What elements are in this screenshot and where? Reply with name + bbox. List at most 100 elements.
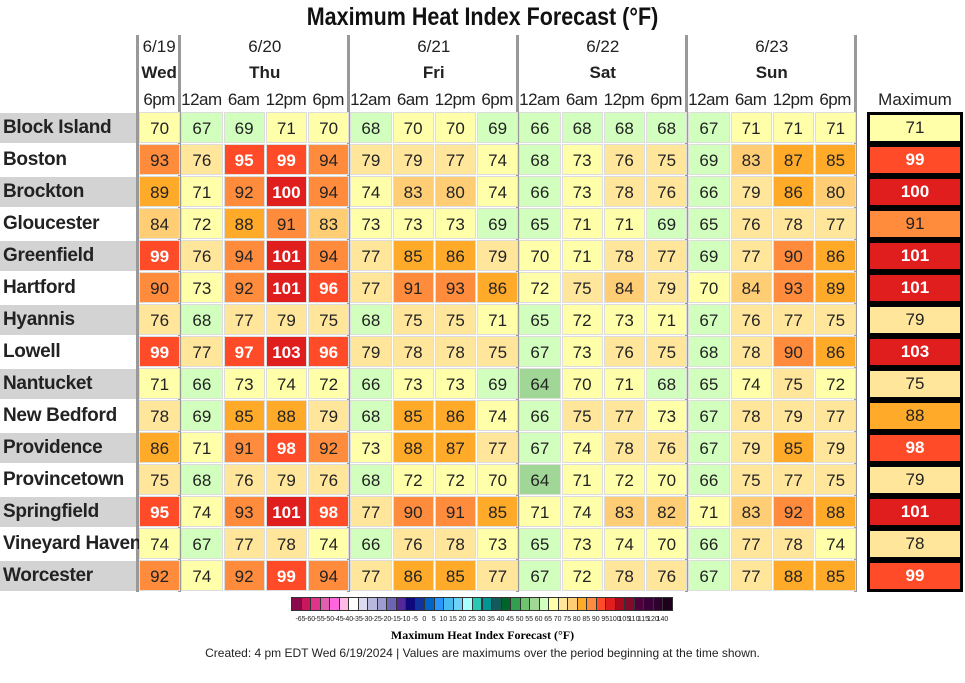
- table-cell: 78: [730, 336, 772, 367]
- footer-note: Created: 4 pm EDT Wed 6/19/2024 | Values…: [205, 646, 760, 660]
- day-header: Thu: [249, 63, 281, 82]
- table-cell: 99: [265, 144, 307, 175]
- legend-tick-label: 100: [609, 616, 621, 623]
- table-cell: 86: [815, 240, 857, 271]
- table-cell: 79: [350, 144, 392, 175]
- time-header: 6pm: [481, 90, 513, 109]
- table-cell: 86: [434, 400, 476, 431]
- table-cell: 103: [265, 336, 307, 367]
- table-cell: 94: [308, 240, 350, 271]
- table-cell: 73: [350, 432, 392, 463]
- legend-swatch: [662, 597, 673, 611]
- table-cell: 77: [730, 528, 772, 559]
- table-cell: 79: [265, 464, 307, 495]
- legend-tick-label: 55: [525, 616, 534, 623]
- legend-tick-label: 10: [439, 616, 448, 623]
- legend-tick-label: -55: [314, 616, 325, 623]
- table-cell: 66: [519, 176, 561, 207]
- table-cell: 72: [603, 464, 645, 495]
- legend-tick-label: 35: [487, 616, 495, 623]
- table-cell: 68: [350, 304, 392, 335]
- table-cell: 92: [223, 272, 265, 303]
- table-cell: 87: [434, 432, 476, 463]
- table-cell: 79: [392, 144, 434, 175]
- table-cell: 77: [772, 304, 814, 335]
- table-cell: 95: [139, 496, 181, 527]
- table-cell: 71: [519, 496, 561, 527]
- row-label: Springfield: [0, 497, 136, 527]
- table-cell: 75: [730, 464, 772, 495]
- table-cell: 71: [815, 112, 857, 143]
- time-header: 12pm: [434, 90, 476, 109]
- table-cell: 76: [730, 208, 772, 239]
- chart-title: Maximum Heat Index Forecast (°F): [306, 3, 659, 31]
- time-header: 6am: [734, 90, 767, 109]
- table-cell: 68: [181, 304, 223, 335]
- table-cell: 86: [477, 272, 519, 303]
- table-cell: 90: [772, 336, 814, 367]
- table-cell: 87: [772, 144, 814, 175]
- table-cell: 71: [688, 496, 730, 527]
- table-cell: 98: [265, 432, 307, 463]
- row-label: Worcester: [0, 561, 136, 591]
- table-cell: 69: [477, 112, 519, 143]
- legend-tick-label: 140: [656, 616, 669, 623]
- table-cell: 76: [392, 528, 434, 559]
- table-cell: 83: [392, 176, 434, 207]
- table-cell: 89: [815, 272, 857, 303]
- row-label: Block Island: [0, 113, 136, 143]
- date-header: 6/23: [755, 37, 789, 56]
- table-cell: 72: [434, 464, 476, 495]
- table-cell: 80: [434, 176, 476, 207]
- legend-tick-label: -65: [295, 616, 306, 623]
- table-cell: 75: [477, 336, 519, 367]
- table-cell: 70: [477, 464, 519, 495]
- table-cell: 99: [139, 336, 181, 367]
- max-cell: 79: [867, 464, 963, 496]
- table-cell: 67: [519, 432, 561, 463]
- table-cell: 76: [646, 560, 688, 591]
- table-cell: 86: [392, 560, 434, 591]
- table-cell: 99: [265, 560, 307, 591]
- table-cell: 71: [181, 176, 223, 207]
- table-cell: 83: [308, 208, 350, 239]
- legend-tick-label: -15: [390, 616, 401, 623]
- legend-tick-label: -60: [304, 616, 316, 623]
- table-cell: 73: [561, 336, 603, 367]
- table-cell: 86: [772, 176, 814, 207]
- table-cell: 91: [223, 432, 265, 463]
- row-label: Vineyard Haven: [0, 529, 141, 559]
- table-cell: 75: [646, 144, 688, 175]
- table-cell: 73: [434, 208, 476, 239]
- table-cell: 68: [350, 464, 392, 495]
- table-cell: 93: [772, 272, 814, 303]
- max-cell: 88: [867, 400, 963, 432]
- max-cell: 99: [867, 560, 963, 592]
- table-cell: 67: [688, 112, 730, 143]
- time-header: 12pm: [603, 90, 645, 109]
- table-cell: 77: [181, 336, 223, 367]
- max-header: Maximum: [878, 90, 952, 109]
- table-cell: 94: [308, 560, 350, 591]
- table-cell: 74: [561, 432, 603, 463]
- legend-tick-label: 5: [431, 616, 436, 623]
- table-cell: 88: [265, 400, 307, 431]
- table-cell: 83: [730, 496, 772, 527]
- legend-tick-label: 30: [477, 616, 486, 623]
- table-cell: 73: [392, 208, 434, 239]
- legend-tick-label: 40: [496, 616, 505, 623]
- legend-tick-label: 20: [458, 616, 467, 623]
- table-cell: 77: [646, 240, 688, 271]
- table-cell: 71: [561, 240, 603, 271]
- table-cell: 76: [603, 144, 645, 175]
- table-cell: 95: [223, 144, 265, 175]
- table-cell: 67: [181, 528, 223, 559]
- table-cell: 68: [561, 112, 603, 143]
- table-cell: 79: [308, 400, 350, 431]
- time-header: 12am: [181, 90, 222, 109]
- table-cell: 67: [688, 400, 730, 431]
- legend-tick-label: 110: [628, 616, 640, 623]
- row-label: Greenfield: [0, 241, 136, 271]
- table-cell: 72: [181, 208, 223, 239]
- table-cell: 79: [646, 272, 688, 303]
